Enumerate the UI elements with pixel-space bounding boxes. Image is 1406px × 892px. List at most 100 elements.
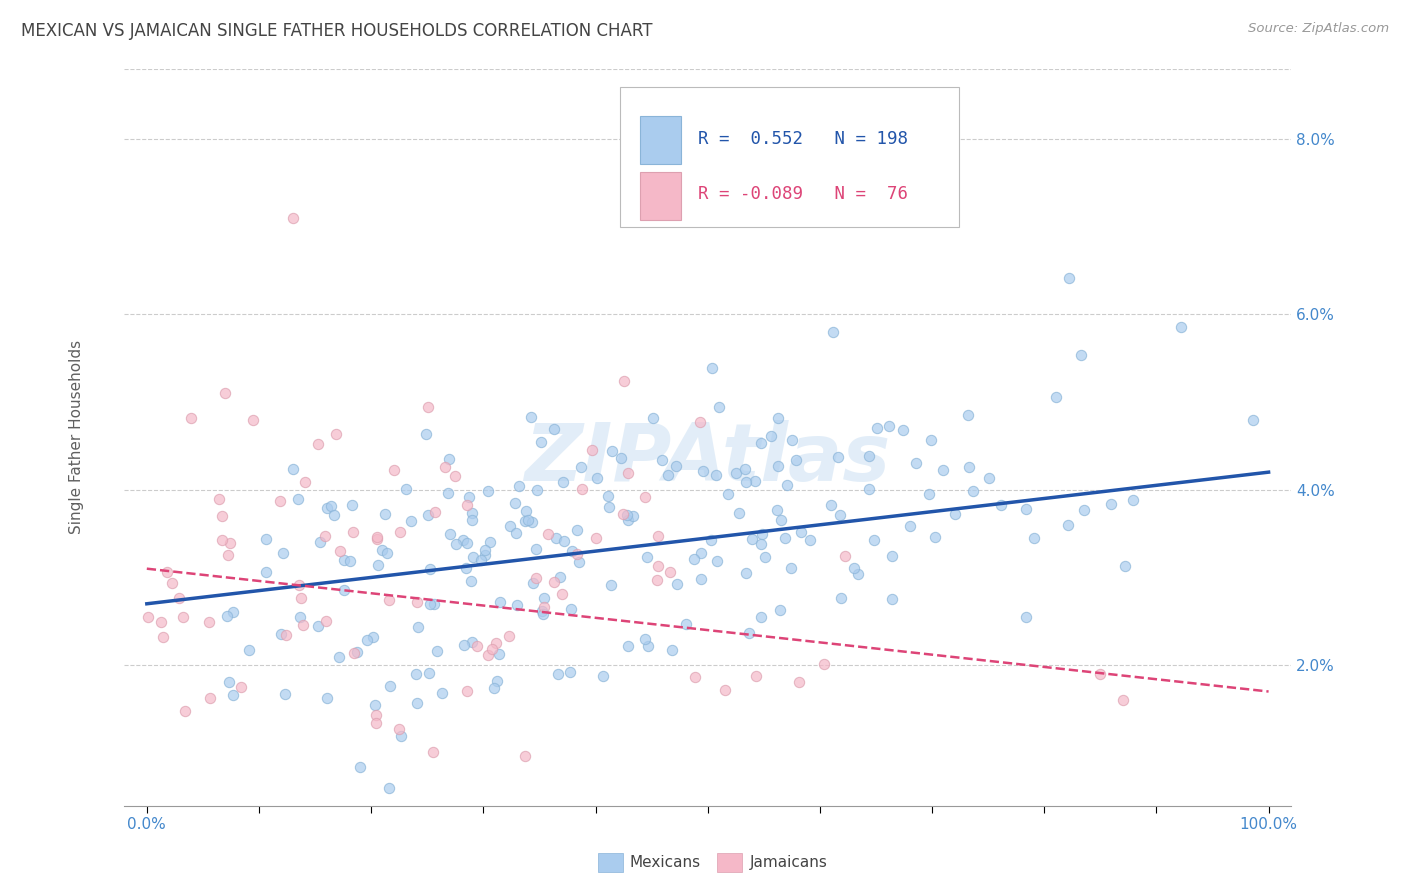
Y-axis label: Single Father Households: Single Father Households: [69, 340, 83, 534]
Point: [634, 632, 657, 647]
Point: [920, 433, 942, 447]
Point: [1073, 503, 1095, 517]
Point: [211, 508, 233, 523]
Point: [456, 498, 478, 512]
Point: [238, 642, 260, 657]
Point: [460, 574, 482, 589]
Point: [322, 508, 344, 522]
Point: [598, 500, 620, 514]
Point: [477, 648, 499, 662]
Point: [766, 410, 789, 425]
Point: [846, 567, 869, 582]
Point: [842, 560, 865, 574]
Point: [405, 666, 427, 681]
Point: [571, 482, 593, 496]
Point: [551, 475, 574, 490]
Point: [530, 434, 553, 449]
Point: [651, 453, 673, 467]
Point: [458, 490, 481, 504]
Point: [375, 545, 398, 559]
Point: [645, 574, 668, 588]
Point: [520, 409, 543, 424]
Point: [616, 508, 638, 522]
Point: [799, 533, 821, 547]
Point: [378, 780, 401, 795]
Point: [533, 591, 555, 605]
Point: [333, 582, 356, 597]
Point: [156, 565, 179, 579]
Point: [1114, 559, 1136, 574]
Point: [439, 526, 461, 541]
Point: [292, 617, 315, 632]
Point: [664, 458, 686, 473]
Point: [342, 524, 364, 539]
Point: [288, 610, 311, 624]
Point: [374, 507, 396, 521]
Point: [366, 531, 388, 545]
Point: [592, 669, 614, 683]
Point: [830, 591, 852, 605]
Point: [1024, 531, 1046, 545]
Point: [682, 551, 704, 566]
Bar: [640, 117, 681, 164]
Point: [364, 707, 387, 722]
Point: [728, 507, 751, 521]
Point: [1090, 667, 1112, 681]
Point: [418, 665, 440, 680]
Point: [395, 483, 418, 497]
Point: [281, 462, 304, 476]
Point: [675, 617, 697, 632]
Point: [503, 496, 526, 510]
Point: [443, 469, 465, 483]
Point: [446, 537, 468, 551]
Point: [460, 513, 482, 527]
Point: [1056, 518, 1078, 533]
Point: [634, 490, 657, 504]
Point: [172, 610, 194, 624]
Point: [307, 618, 329, 632]
Point: [957, 460, 980, 475]
Point: [426, 644, 449, 658]
Point: [561, 543, 583, 558]
Point: [785, 453, 807, 467]
Point: [485, 636, 508, 650]
Point: [371, 543, 394, 558]
Text: MEXICAN VS JAMAICAN SINGLE FATHER HOUSEHOLDS CORRELATION CHART: MEXICAN VS JAMAICAN SINGLE FATHER HOUSEH…: [21, 22, 652, 40]
Point: [221, 688, 243, 702]
Point: [1112, 693, 1135, 707]
Point: [281, 211, 304, 225]
Text: R =  0.552   N = 198: R = 0.552 N = 198: [699, 129, 908, 148]
Point: [307, 436, 329, 450]
Point: [461, 635, 484, 649]
Point: [759, 428, 782, 442]
Point: [943, 507, 966, 521]
Point: [524, 541, 547, 556]
Point: [454, 560, 477, 574]
Point: [713, 682, 735, 697]
Point: [152, 630, 174, 644]
Point: [782, 433, 804, 447]
Point: [741, 533, 763, 547]
Point: [734, 566, 756, 581]
Point: [425, 506, 447, 520]
Point: [340, 498, 363, 512]
Point: [316, 691, 339, 706]
Point: [766, 458, 789, 473]
Point: [508, 479, 530, 493]
Point: [474, 549, 496, 563]
Point: [689, 415, 711, 429]
Point: [367, 558, 389, 573]
Point: [364, 715, 387, 730]
Point: [769, 603, 792, 617]
Point: [749, 537, 772, 551]
Point: [962, 484, 984, 499]
Point: [218, 675, 240, 690]
Point: [880, 591, 903, 606]
Point: [208, 491, 231, 506]
Point: [460, 506, 482, 520]
Point: [474, 543, 496, 558]
Point: [787, 675, 810, 690]
Point: [242, 412, 264, 426]
Point: [769, 513, 792, 527]
Point: [700, 533, 723, 547]
